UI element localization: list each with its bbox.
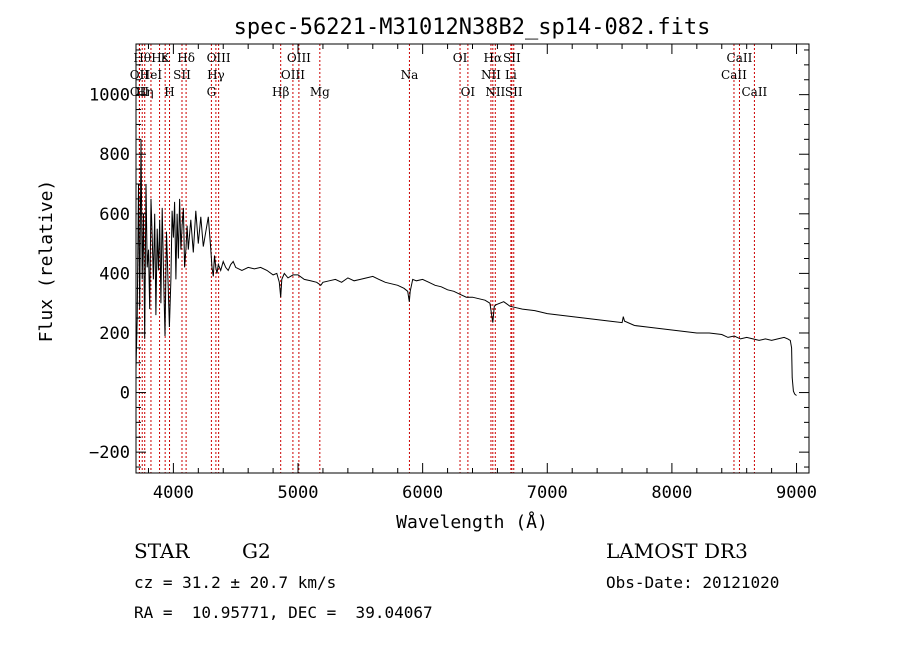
line-label-16: Mg	[310, 85, 330, 99]
plot-frame	[135, 43, 810, 474]
line-label-27: CaII	[721, 68, 747, 82]
y-tick-label-200: 200	[99, 324, 130, 344]
line-label-2: OII	[130, 85, 150, 99]
redshift-readout: cz = 31.2 ± 20.7 km/s	[134, 573, 337, 592]
line-label-12: G	[207, 85, 217, 99]
y-axis-label: Flux (relative)	[36, 180, 57, 343]
line-label-25: SII	[505, 85, 523, 99]
line-label-28: CaII	[741, 85, 767, 99]
line-label-19: OI	[461, 85, 476, 99]
line-label-3: Hη	[136, 85, 154, 99]
x-tick-label-7000: 7000	[527, 483, 568, 503]
x-tick-label-4000: 4000	[153, 483, 194, 503]
spectral-line-markers	[138, 44, 755, 473]
x-tick-label-8000: 8000	[651, 483, 692, 503]
object-subclass: G2	[242, 539, 271, 563]
y-tick-label-800: 800	[99, 145, 130, 165]
line-label-15: OIII	[281, 68, 305, 82]
line-label-22: NII	[485, 85, 505, 99]
chart-title: spec-56221-M31012N38B2_sp14-082.fits	[234, 15, 711, 40]
line-label-8: H	[164, 85, 174, 99]
line-label-9: Hδ	[177, 51, 195, 65]
line-label-23: SII	[503, 51, 521, 65]
x-tick-label-9000: 9000	[776, 483, 817, 503]
y-tick-label-1000: 1000	[89, 86, 130, 106]
line-label-21: NII	[481, 68, 501, 82]
line-label-1: Hθ	[133, 51, 151, 65]
y-tick-label-0: 0	[120, 384, 130, 404]
y-axis: −200 0 200 400 600 800 1000	[89, 49, 809, 468]
object-class: STAR	[134, 539, 190, 563]
y-tick-label-600: 600	[99, 205, 130, 225]
spectrum-line	[135, 139, 797, 396]
x-axis: 4000 5000 6000 7000 8000 9000	[147, 44, 817, 503]
coordinates: RA = 10.95771, DEC = 39.04067	[134, 603, 433, 622]
obs-date: Obs-Date: 20121020	[606, 573, 780, 592]
line-label-14: OIII	[287, 51, 311, 65]
y-tick-label-400: 400	[99, 264, 130, 284]
x-axis-label: Wavelength (Å)	[396, 511, 548, 533]
line-label-26: CaII	[727, 51, 753, 65]
survey-name: LAMOST DR3	[606, 539, 748, 563]
line-label-7: SII	[173, 68, 191, 82]
line-label-18: OI	[453, 51, 468, 65]
line-label-11: Hγ	[207, 68, 225, 82]
line-label-24: Li	[505, 68, 517, 82]
y-tick-label--200: −200	[89, 443, 130, 463]
line-label-5: Hε	[151, 51, 168, 65]
x-tick-label-6000: 6000	[402, 483, 443, 503]
line-label-17: Na	[401, 68, 419, 82]
x-tick-label-5000: 5000	[278, 483, 319, 503]
line-label-4: HeI	[140, 68, 163, 82]
line-label-10: OIII	[207, 51, 231, 65]
line-label-0: OII	[130, 68, 150, 82]
line-label-20: Hα	[484, 51, 503, 65]
line-label-6: K	[161, 51, 171, 65]
line-label-13: Hβ	[272, 85, 289, 99]
